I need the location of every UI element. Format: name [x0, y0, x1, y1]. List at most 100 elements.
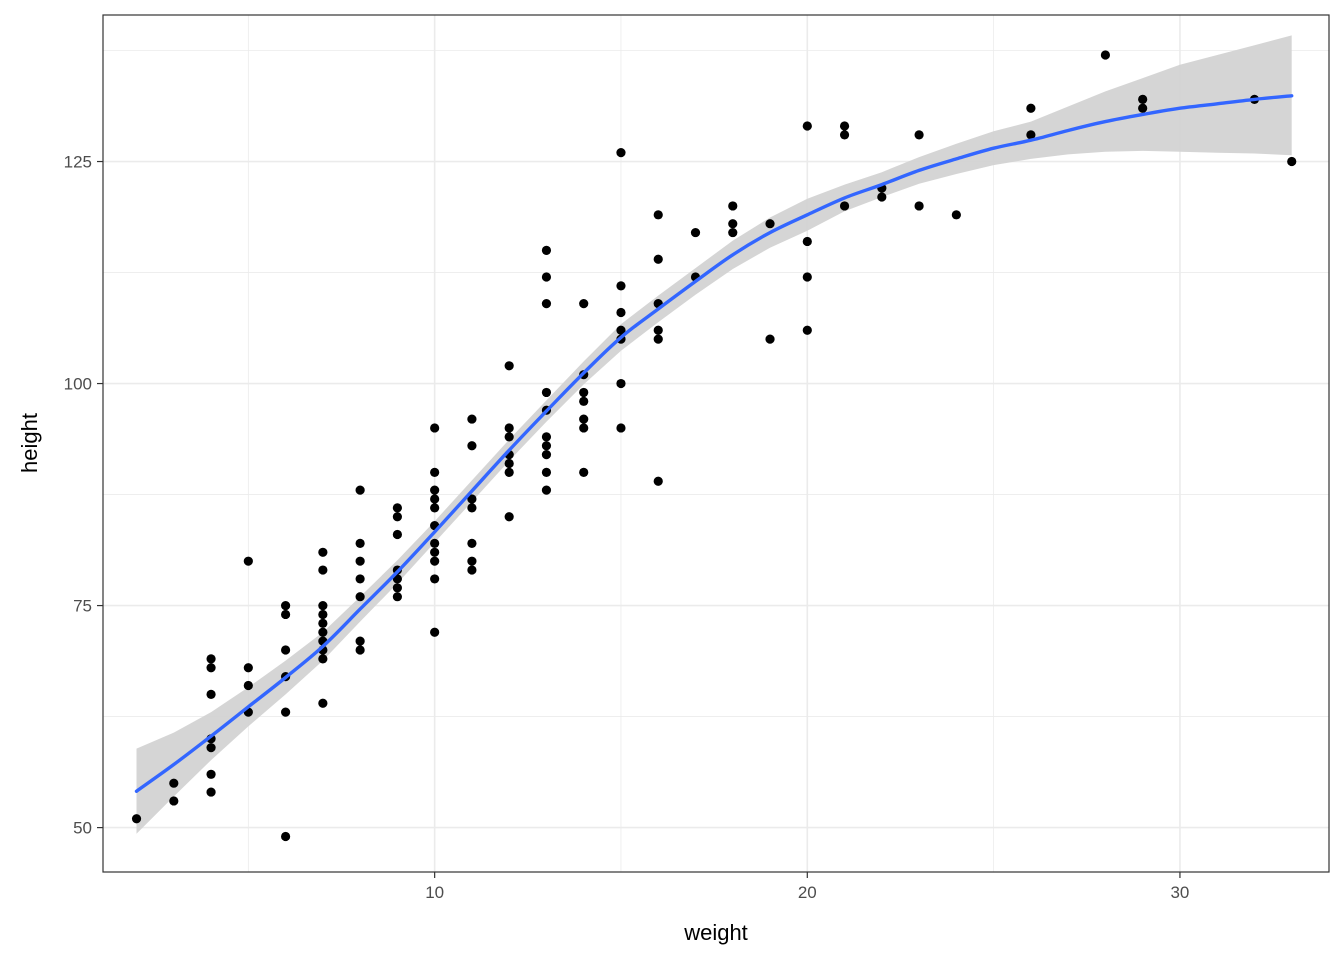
data-point	[131, 814, 142, 824]
data-point	[579, 414, 589, 424]
data-point	[839, 201, 850, 211]
data-point	[504, 512, 514, 522]
data-point	[206, 663, 216, 673]
data-point	[1100, 50, 1111, 60]
data-point	[355, 592, 365, 602]
data-point	[392, 503, 402, 513]
data-point	[1026, 103, 1036, 113]
data-point	[616, 281, 626, 291]
data-point	[616, 148, 626, 158]
data-point	[765, 219, 775, 229]
data-point	[914, 130, 924, 140]
data-point	[541, 450, 552, 460]
data-point	[243, 663, 253, 673]
data-point	[206, 654, 216, 664]
data-point	[616, 423, 626, 433]
data-point	[206, 787, 216, 797]
data-point	[877, 192, 887, 202]
data-point	[318, 618, 328, 628]
y-tick-label: 125	[64, 153, 92, 172]
data-point	[169, 796, 179, 806]
data-point	[355, 485, 365, 495]
data-point	[802, 325, 812, 335]
scatter-points	[131, 50, 1297, 842]
data-point	[280, 707, 291, 717]
axes: 10 20 30 50 75 100 125	[64, 153, 1190, 902]
data-point	[690, 227, 701, 238]
data-point	[318, 547, 328, 557]
data-point	[504, 423, 514, 433]
data-point	[467, 538, 477, 549]
data-point	[430, 547, 440, 557]
data-point	[504, 361, 514, 371]
data-point	[280, 600, 291, 611]
data-point	[430, 574, 440, 584]
data-point	[653, 334, 663, 344]
data-point	[243, 680, 253, 691]
y-tick-label: 75	[73, 597, 92, 616]
data-point	[280, 831, 291, 842]
data-point	[1287, 156, 1297, 167]
data-point	[430, 556, 440, 566]
data-point	[430, 627, 440, 637]
data-point	[243, 556, 253, 566]
data-point	[839, 121, 850, 131]
data-point	[355, 636, 365, 646]
data-point	[653, 254, 663, 264]
data-point	[392, 512, 402, 522]
x-tick-label: 10	[425, 883, 444, 902]
data-point	[616, 325, 626, 335]
data-point	[206, 689, 216, 699]
data-point	[355, 556, 365, 566]
panel-border	[102, 14, 1330, 873]
data-point	[318, 600, 328, 611]
x-tick-label: 20	[798, 883, 817, 902]
data-point	[318, 654, 328, 664]
data-point	[467, 494, 477, 504]
data-point	[392, 583, 402, 593]
data-point	[802, 121, 812, 131]
y-axis-title: height	[17, 413, 42, 473]
data-point	[504, 467, 514, 477]
confidence-band	[136, 35, 1292, 834]
data-point	[541, 245, 552, 255]
data-point	[839, 130, 850, 140]
data-point	[504, 432, 514, 442]
data-point	[318, 609, 328, 620]
y-tick-label: 100	[64, 375, 92, 394]
data-point	[541, 467, 552, 477]
data-point	[653, 476, 663, 486]
data-point	[541, 387, 552, 398]
data-point	[355, 574, 365, 584]
data-point	[1026, 130, 1036, 140]
data-point	[318, 698, 328, 708]
data-point	[579, 423, 589, 433]
data-point	[653, 325, 663, 335]
data-point	[430, 494, 440, 504]
data-point	[430, 538, 440, 549]
data-point	[430, 423, 440, 433]
data-point	[951, 210, 961, 220]
data-point	[728, 201, 738, 211]
data-point	[579, 396, 589, 406]
data-point	[541, 432, 552, 442]
data-point	[280, 645, 291, 655]
data-point	[579, 299, 589, 309]
data-point	[169, 778, 179, 788]
data-point	[430, 485, 440, 495]
y-tick-label: 50	[73, 819, 92, 838]
data-point	[616, 307, 626, 318]
data-point	[728, 227, 738, 238]
data-point	[802, 236, 812, 247]
data-point	[467, 503, 477, 513]
data-point	[579, 387, 589, 398]
data-point	[430, 503, 440, 513]
data-point	[541, 299, 552, 309]
data-point	[1138, 103, 1148, 113]
data-point	[541, 272, 552, 282]
data-point	[206, 743, 216, 753]
data-point	[653, 210, 663, 220]
data-point	[392, 574, 402, 584]
data-point	[728, 219, 738, 229]
